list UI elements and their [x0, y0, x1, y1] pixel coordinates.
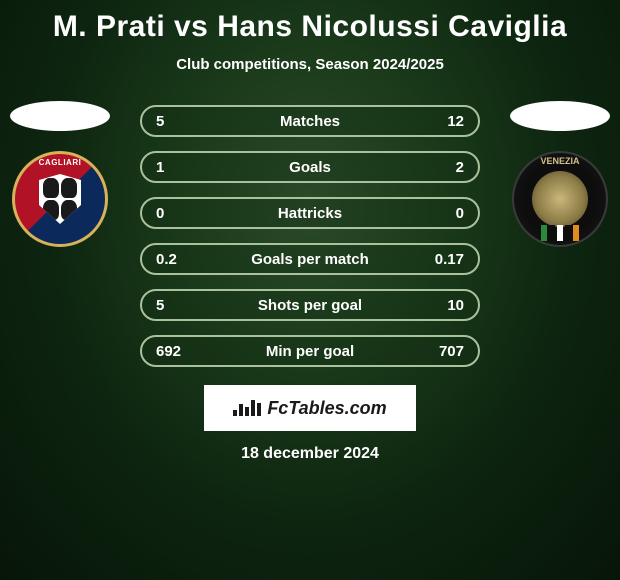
comparison-subtitle: Club competitions, Season 2024/2025 [0, 56, 620, 73]
comparison-main: CAGLIARI 5 Matches 12 1 Goals 2 0 Hattri… [0, 105, 620, 367]
stat-label: Hattricks [278, 205, 342, 222]
watermark-text: FcTables.com [267, 398, 386, 419]
stat-right-value: 0.17 [435, 251, 464, 268]
stats-column: 5 Matches 12 1 Goals 2 0 Hattricks 0 0.2… [140, 105, 480, 367]
stat-label: Shots per goal [258, 297, 362, 314]
stat-left-value: 692 [156, 343, 181, 360]
stat-label: Matches [280, 113, 340, 130]
club-badge-venezia: VENEZIA [512, 151, 608, 247]
player-photo-left [10, 101, 110, 131]
venezia-stripes-icon [541, 225, 579, 241]
stat-row-goals: 1 Goals 2 [140, 151, 480, 183]
stat-label: Min per goal [266, 343, 354, 360]
venezia-lion-icon [532, 171, 588, 227]
club-badge-cagliari: CAGLIARI [12, 151, 108, 247]
watermark: FcTables.com [204, 385, 416, 431]
stat-left-value: 1 [156, 159, 164, 176]
stat-label: Goals per match [251, 251, 369, 268]
left-side: CAGLIARI [10, 101, 110, 247]
bar-chart-icon [233, 400, 261, 416]
stat-left-value: 5 [156, 297, 164, 314]
right-side: VENEZIA [510, 101, 610, 247]
club-badge-label: CAGLIARI [15, 158, 105, 167]
stat-row-hattricks: 0 Hattricks 0 [140, 197, 480, 229]
stat-row-min-per-goal: 692 Min per goal 707 [140, 335, 480, 367]
stat-label: Goals [289, 159, 331, 176]
stat-left-value: 5 [156, 113, 164, 130]
stat-left-value: 0 [156, 205, 164, 222]
comparison-title: M. Prati vs Hans Nicolussi Caviglia [0, 0, 620, 44]
cagliari-shield-icon [39, 174, 81, 224]
club-badge-label: VENEZIA [514, 156, 606, 166]
player-photo-right [510, 101, 610, 131]
stat-right-value: 12 [447, 113, 464, 130]
comparison-date: 18 december 2024 [0, 445, 620, 463]
stat-row-goals-per-match: 0.2 Goals per match 0.17 [140, 243, 480, 275]
stat-row-shots-per-goal: 5 Shots per goal 10 [140, 289, 480, 321]
stat-right-value: 0 [456, 205, 464, 222]
stat-right-value: 10 [447, 297, 464, 314]
stat-right-value: 707 [439, 343, 464, 360]
stat-right-value: 2 [456, 159, 464, 176]
stat-left-value: 0.2 [156, 251, 177, 268]
stat-row-matches: 5 Matches 12 [140, 105, 480, 137]
